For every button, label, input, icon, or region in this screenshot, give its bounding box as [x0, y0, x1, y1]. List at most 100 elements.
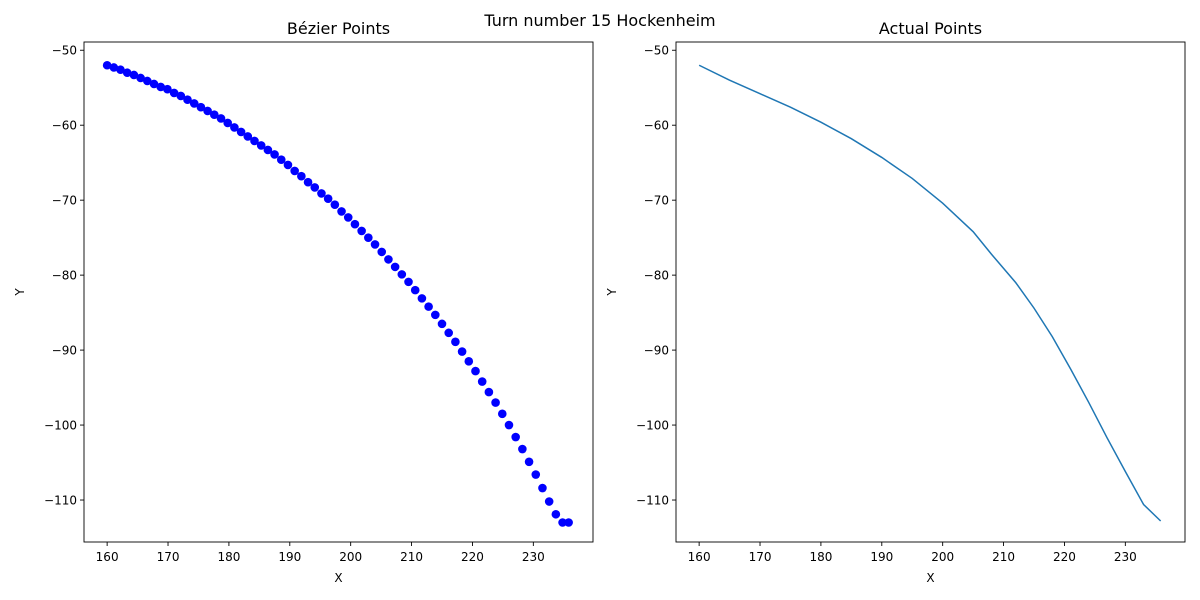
- subplot-bezier-points: Bézier Points 160 170 180 190 200 210 220 230 −11…: [13, 19, 594, 585]
- data-point: [431, 310, 440, 320]
- data-point: [424, 302, 433, 311]
- data-point: [250, 136, 259, 146]
- x-tick-label: 160: [688, 550, 711, 564]
- data-point: [357, 226, 366, 236]
- x-tick-label: 220: [1053, 550, 1076, 564]
- data-point: [330, 200, 340, 209]
- data-point: [143, 76, 152, 86]
- data-point: [116, 65, 125, 75]
- subplot-actual-points: Actual Points 160 170 180 190 200 210 220 230 −11…: [605, 19, 1186, 585]
- data-point: [303, 177, 313, 187]
- y-tick-label: −100: [44, 419, 77, 433]
- x-tick-label: 180: [809, 550, 832, 564]
- data-point: [390, 262, 400, 272]
- x-tick-label: 220: [461, 550, 484, 564]
- data-point: [350, 219, 360, 229]
- x-tick-label: 230: [1114, 550, 1137, 564]
- x-tick-label: 230: [522, 550, 545, 564]
- data-point: [203, 106, 212, 116]
- data-point: [524, 457, 534, 467]
- x-tick-label: 160: [96, 550, 119, 564]
- x-axis-label: X: [334, 571, 342, 585]
- data-point: [377, 247, 387, 257]
- data-point: [497, 409, 507, 419]
- data-point: [189, 99, 199, 108]
- y-axis-label: Y: [605, 288, 619, 297]
- x-tick-label: 210: [400, 550, 423, 564]
- data-point: [297, 171, 306, 181]
- data-point: [444, 328, 454, 338]
- data-point: [558, 518, 567, 527]
- x-tick-label: 170: [157, 550, 180, 564]
- data-point: [370, 240, 380, 249]
- x-tick-label: 210: [992, 550, 1015, 564]
- data-point: [230, 123, 239, 132]
- axes-frame: [675, 41, 1186, 543]
- y-tick-label: −50: [644, 44, 669, 58]
- y-tick-label: −100: [636, 419, 669, 433]
- data-point: [437, 319, 447, 329]
- x-axis-label: X: [926, 571, 934, 585]
- subplot-title: Bézier Points: [287, 19, 390, 38]
- data-point: [122, 68, 132, 78]
- data-point: [176, 91, 186, 101]
- y-tick-label: −70: [52, 194, 77, 208]
- data-point: [544, 497, 554, 506]
- y-tick-label: −70: [644, 194, 669, 208]
- data-point: [310, 183, 320, 192]
- y-axis-label: Y: [13, 288, 27, 297]
- x-tick-label: 200: [339, 550, 362, 564]
- y-tick-label: −110: [44, 494, 77, 508]
- y-tick-label: −80: [52, 269, 77, 283]
- data-point: [484, 387, 494, 397]
- data-point: [410, 285, 420, 295]
- data-point: [263, 145, 273, 155]
- y-tick-label: −60: [52, 119, 77, 133]
- data-point: [149, 79, 159, 89]
- y-tick-label: −80: [644, 269, 669, 283]
- data-point: [384, 255, 393, 264]
- data-point: [364, 233, 373, 242]
- data-point: [129, 70, 139, 80]
- data-point: [156, 82, 166, 92]
- series-line: [698, 64, 1162, 522]
- x-tick-label: 170: [749, 550, 772, 564]
- data-point: [551, 509, 561, 519]
- x-tick-label: 190: [870, 550, 893, 564]
- data-point: [518, 444, 527, 454]
- data-point: [397, 270, 407, 279]
- data-point: [317, 189, 326, 198]
- data-point: [169, 88, 179, 98]
- y-tick-label: −90: [644, 344, 669, 358]
- data-point: [270, 150, 279, 159]
- data-point: [236, 127, 246, 137]
- data-point: [477, 377, 487, 386]
- data-point: [343, 213, 353, 222]
- data-point: [457, 347, 467, 356]
- x-tick-label: 200: [931, 550, 954, 564]
- x-tick-label: 180: [217, 550, 240, 564]
- x-tick-label: 190: [278, 550, 301, 564]
- data-point: [243, 132, 253, 141]
- data-point: [471, 366, 480, 376]
- data-point: [511, 432, 520, 442]
- data-point: [216, 114, 226, 123]
- data-point: [538, 483, 547, 493]
- figure-suptitle: Turn number 15 Hockenheim: [483, 11, 715, 30]
- data-point: [223, 118, 232, 128]
- axes-frame: [83, 41, 594, 543]
- data-point: [404, 277, 413, 287]
- data-point: [504, 420, 514, 430]
- data-point: [564, 518, 573, 527]
- data-point: [102, 60, 112, 70]
- data-point: [531, 470, 541, 479]
- data-point: [256, 141, 266, 150]
- subplot-title: Actual Points: [879, 19, 982, 38]
- data-point: [464, 357, 474, 366]
- data-point: [491, 398, 500, 407]
- data-point: [451, 337, 460, 347]
- y-tick-label: −50: [52, 44, 77, 58]
- data-point: [290, 166, 299, 176]
- data-point: [109, 63, 119, 72]
